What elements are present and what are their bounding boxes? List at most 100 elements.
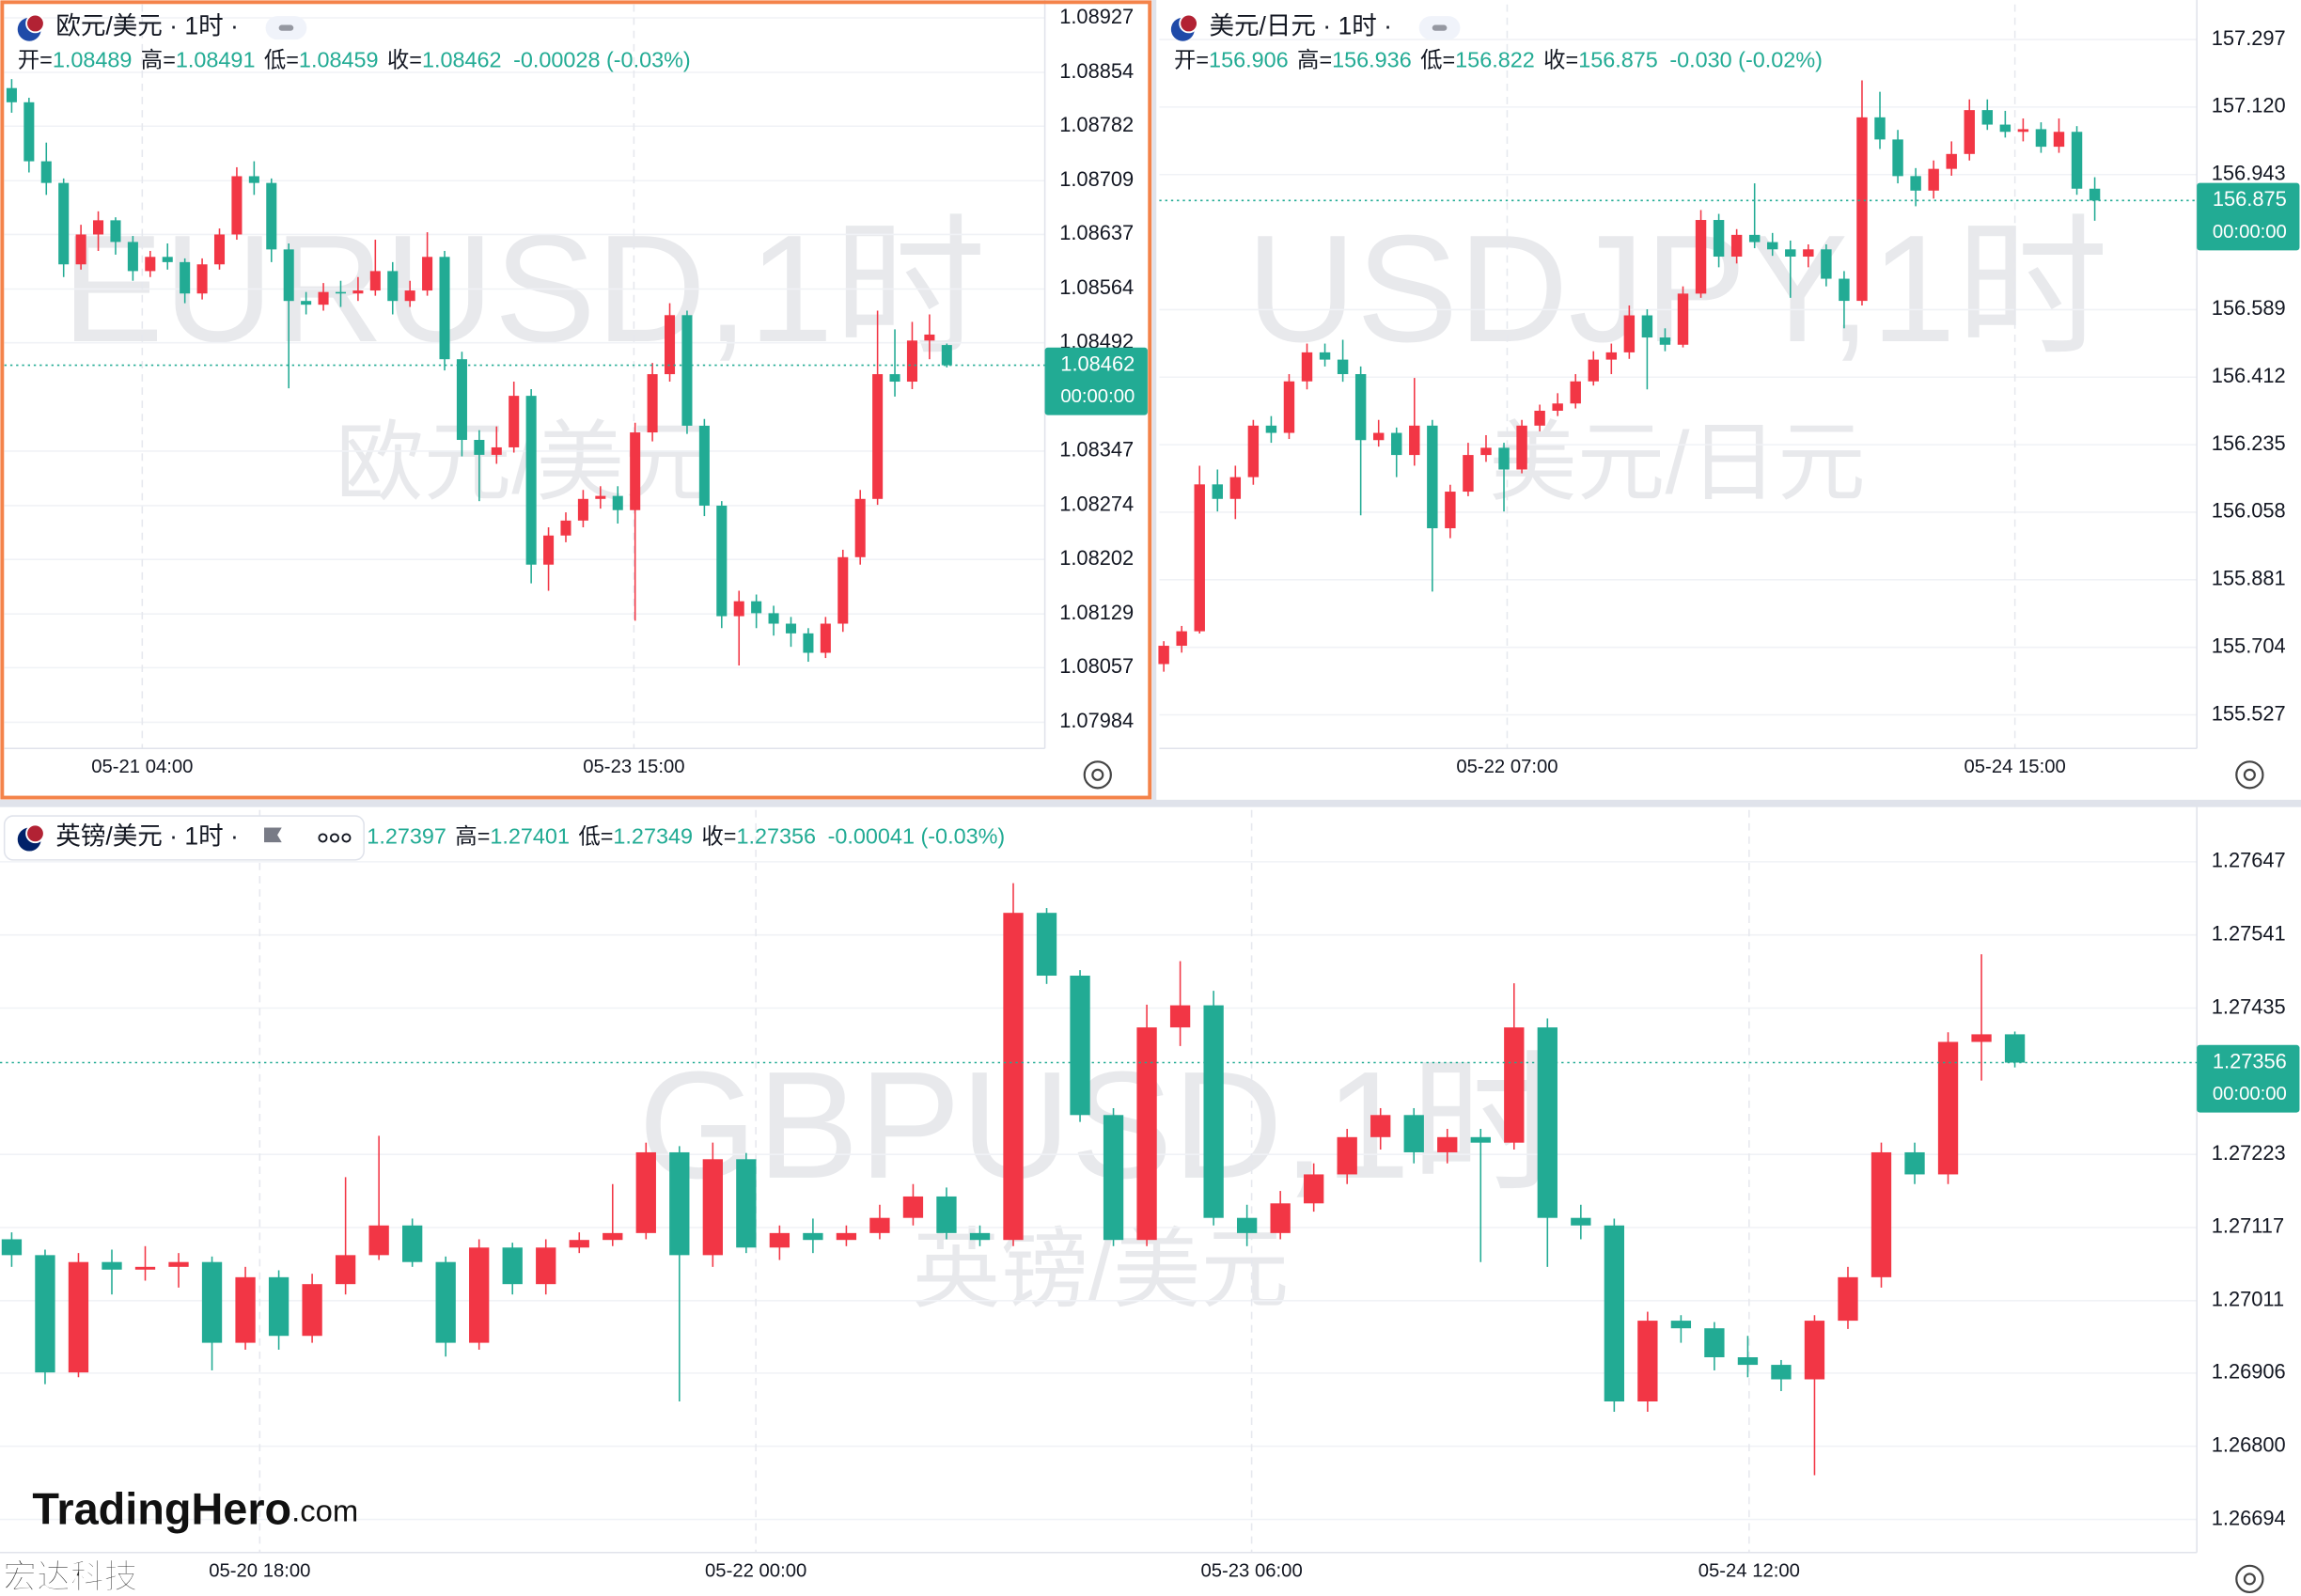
candle-body <box>402 1225 423 1262</box>
x-tick-label: 05-23 06:00 <box>1200 1560 1302 1581</box>
candle-body <box>1605 352 1618 360</box>
candle-body <box>836 1232 857 1241</box>
y-tick-label: 1.08637 <box>1059 221 1134 244</box>
candle-body <box>1981 110 1994 125</box>
ohlc-header-value: 156.822 <box>1455 48 1535 72</box>
candle-body <box>1928 168 1939 191</box>
candle-body <box>6 87 17 102</box>
y-tick-label: 1.26800 <box>2212 1432 2286 1456</box>
candle-body <box>1971 1034 1992 1042</box>
candle-body <box>93 220 104 235</box>
more-icon-dot <box>318 833 328 843</box>
y-tick-label: 1.08129 <box>1059 601 1134 624</box>
x-tick-label: 05-21 04:00 <box>91 757 193 777</box>
candle-body <box>509 396 520 447</box>
y-tick-label: 1.26694 <box>2212 1506 2286 1529</box>
y-tick-label: 1.08202 <box>1059 546 1134 570</box>
candle-body <box>1270 1203 1291 1233</box>
y-tick-label: 1.08854 <box>1059 59 1134 83</box>
panel-background <box>1156 0 2301 800</box>
candle-body <box>1372 432 1385 441</box>
candle-body <box>502 1247 523 1285</box>
candle-body <box>635 1151 656 1233</box>
candle-body <box>785 623 797 634</box>
symbol-name: 英镑/美元 · 1时 · <box>55 821 239 850</box>
candle-body <box>1516 425 1527 470</box>
candle-body <box>1534 410 1545 426</box>
candle-body <box>75 234 86 265</box>
price-label: 1.27356 <box>2213 1049 2287 1072</box>
candle-body <box>1637 1321 1658 1401</box>
candle-body <box>435 1261 456 1343</box>
candle-body <box>335 291 347 294</box>
candle-body <box>318 291 329 305</box>
settings-icon <box>1083 760 1112 790</box>
candle-body <box>1036 913 1057 977</box>
candle-body <box>1623 315 1636 352</box>
candle-body <box>110 220 121 243</box>
candle-body <box>1301 352 1313 382</box>
candle-body <box>369 271 381 291</box>
candle-body <box>1319 352 1331 360</box>
ohlc-header-value: 1.27397 <box>367 824 446 849</box>
x-tick-label: 05-24 15:00 <box>1964 757 2066 777</box>
candle-body <box>1892 139 1903 177</box>
candle-body <box>1999 124 2011 133</box>
ohlc-header-value: 1.27356 <box>736 824 816 849</box>
candle-body <box>1409 425 1420 456</box>
candle-body <box>127 242 138 272</box>
candle-body <box>368 1225 389 1256</box>
symbol-box <box>3 815 365 861</box>
candle-body <box>1748 234 1761 243</box>
candle-body <box>1856 117 1868 302</box>
y-tick-label: 1.27541 <box>2212 921 2286 945</box>
candle-body <box>1504 1027 1525 1143</box>
brand-logo: TradingHero.com <box>32 1485 358 1534</box>
price-label: 1.08462 <box>1060 352 1135 375</box>
candle-body <box>1003 913 1024 1241</box>
candle-body <box>1480 447 1492 456</box>
candle-body <box>23 102 35 162</box>
ohlc-header-label: 收= <box>701 824 736 849</box>
candle-body <box>941 345 952 366</box>
candle-body <box>1445 492 1456 529</box>
candle-body <box>1212 484 1223 499</box>
y-tick-label: 1.07984 <box>1059 709 1134 732</box>
candle-body <box>404 290 415 302</box>
brand-logo-name: TradingHero <box>32 1485 291 1534</box>
candle-body <box>924 334 935 341</box>
candle-body <box>1370 1115 1391 1137</box>
candle-body <box>1498 447 1510 470</box>
candle-body <box>1470 1136 1491 1143</box>
ohlc-header-label: 开= <box>18 48 53 72</box>
candle-body <box>751 601 762 614</box>
price-label-box <box>2197 182 2300 251</box>
ohlc-header-label: 高= <box>1297 48 1332 72</box>
candle-body <box>1403 1115 1424 1152</box>
candle-body <box>231 176 243 235</box>
candle-body <box>665 315 676 375</box>
candle-body <box>902 1196 924 1218</box>
watermark-subtitle: 美元/日元 <box>1489 413 1866 511</box>
candle-body <box>1337 359 1349 375</box>
candle-body <box>302 1284 322 1337</box>
candle-body <box>1910 176 1921 191</box>
candle-body <box>969 1232 991 1241</box>
candle-body <box>1437 1136 1458 1152</box>
candle-body <box>603 1232 623 1241</box>
candle-body <box>283 249 294 302</box>
ohlc-header-value: 1.08462 <box>422 48 502 72</box>
candle-body <box>134 1266 156 1270</box>
candle-body <box>1871 1151 1892 1277</box>
candle-body <box>102 1261 122 1270</box>
ohlc-header-value: 1.08489 <box>53 48 133 72</box>
y-tick-label: 157.297 <box>2212 26 2286 50</box>
candle-body <box>145 257 156 272</box>
y-tick-label: 1.08274 <box>1059 493 1134 516</box>
x-tick-label: 05-22 07:00 <box>1456 757 1557 777</box>
symbol-flag-icon <box>264 827 282 843</box>
x-tick-label: 05-20 18:00 <box>209 1560 310 1581</box>
candle-body <box>716 505 728 617</box>
ohlc-header-label: 低= <box>1420 48 1455 72</box>
settings-icon-core <box>2243 768 2256 781</box>
